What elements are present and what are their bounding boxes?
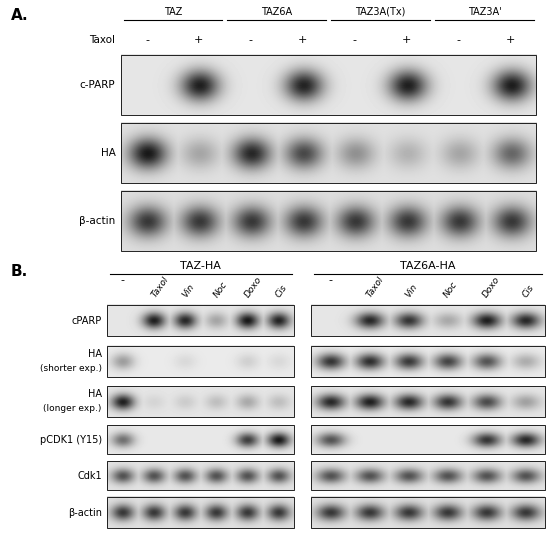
Bar [311, 461, 544, 490]
Bar [121, 123, 536, 183]
Bar [107, 425, 294, 454]
Text: Vin: Vin [180, 282, 196, 299]
Text: Cis: Cis [274, 283, 289, 299]
Text: -: - [456, 35, 460, 46]
Bar [107, 386, 294, 417]
Bar [107, 305, 294, 336]
Text: HA: HA [88, 390, 102, 399]
Text: Noc: Noc [212, 280, 229, 299]
Text: Doxo: Doxo [243, 275, 263, 299]
Bar [311, 497, 544, 528]
Text: +: + [194, 35, 204, 46]
Text: Cdk1: Cdk1 [77, 471, 102, 481]
Text: (shorter exp.): (shorter exp.) [40, 364, 102, 373]
Text: Vin: Vin [404, 282, 419, 299]
Text: TAZ6A-HA: TAZ6A-HA [400, 261, 455, 271]
Text: β-actin: β-actin [79, 215, 116, 226]
Text: -: - [353, 35, 356, 46]
Text: TAZ3A(Tx): TAZ3A(Tx) [355, 7, 406, 17]
Bar [311, 425, 544, 454]
Text: HA: HA [101, 148, 115, 158]
Bar [311, 305, 544, 336]
Text: Doxo: Doxo [481, 275, 502, 299]
Text: Taxol: Taxol [365, 275, 386, 299]
Text: pCDK1 (Y15): pCDK1 (Y15) [40, 435, 102, 444]
Bar [311, 386, 544, 417]
Text: A.: A. [11, 8, 29, 23]
Text: β-actin: β-actin [68, 508, 102, 518]
Bar [107, 497, 294, 528]
Text: TAZ3A': TAZ3A' [468, 7, 501, 17]
Text: Noc: Noc [443, 280, 460, 299]
Bar [107, 461, 294, 490]
Text: +: + [298, 35, 307, 46]
Bar [121, 190, 536, 251]
Text: (longer exp.): (longer exp.) [43, 404, 102, 413]
Text: Cis: Cis [520, 283, 536, 299]
Text: c-PARP: c-PARP [80, 80, 116, 90]
Text: TAZ-HA: TAZ-HA [180, 261, 221, 271]
Text: HA: HA [88, 349, 102, 360]
Text: -: - [145, 35, 149, 46]
Text: -: - [121, 275, 125, 285]
Bar [107, 346, 294, 377]
Bar [121, 55, 536, 115]
Text: Taxol: Taxol [90, 35, 116, 46]
Text: -: - [328, 275, 332, 285]
Text: +: + [402, 35, 411, 46]
Text: +: + [505, 35, 515, 46]
Text: -: - [249, 35, 253, 46]
Text: B.: B. [11, 264, 28, 279]
Bar [311, 346, 544, 377]
Text: TAZ6A: TAZ6A [261, 7, 292, 17]
Text: TAZ: TAZ [164, 7, 182, 17]
Text: Taxol: Taxol [150, 275, 170, 299]
Text: cPARP: cPARP [72, 316, 102, 325]
